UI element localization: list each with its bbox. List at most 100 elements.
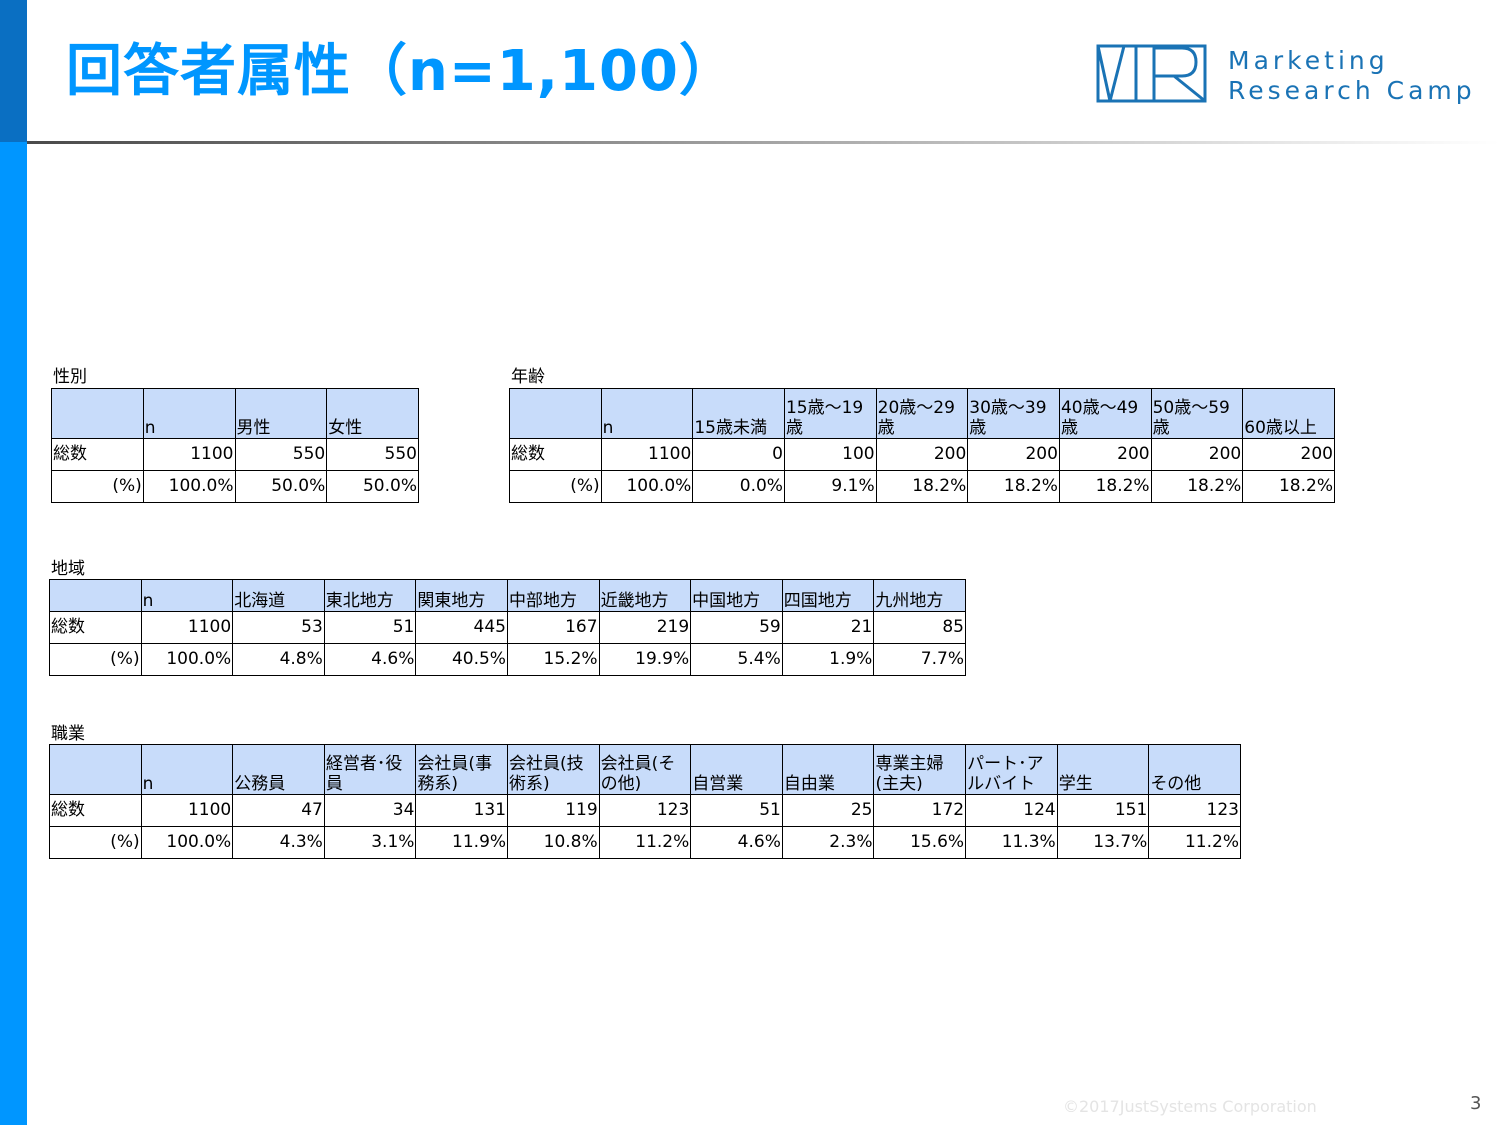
column-header: 経営者･役員: [323, 744, 417, 795]
table-cell: 124: [965, 794, 1058, 827]
column-header: 四国地方: [781, 579, 875, 612]
age-section-label: 年齢: [511, 367, 545, 387]
column-header: n: [140, 579, 234, 612]
column-header: 関東地方: [415, 579, 508, 612]
column-header: n: [140, 744, 234, 795]
column-header: 15歳未満: [692, 388, 785, 439]
table-cell: 151: [1056, 794, 1150, 827]
column-header: 近畿地方: [598, 579, 692, 612]
table-cell: 4.6%: [690, 826, 783, 859]
region-table: n 北海道 東北地方 関東地方 中部地方 近畿地方 中国地方 四国地方 九州地方 総数 1100 53…: [49, 579, 966, 676]
left-accent-bar-top: [0, 0, 27, 142]
column-header: 学生: [1056, 744, 1150, 795]
table-cell: 11.3%: [965, 826, 1058, 859]
table-cell: 0: [692, 438, 785, 471]
table-cell: 18.2%: [1150, 470, 1244, 503]
table-cell: 59: [690, 611, 783, 644]
column-header: n: [600, 388, 694, 439]
row-label: 総数: [49, 794, 142, 827]
table-cell: 21: [781, 611, 875, 644]
column-header: 東北地方: [323, 579, 417, 612]
column-header: 20歳～29歳: [875, 388, 969, 439]
gender-section-label: 性別: [53, 367, 87, 387]
table-cell: 131: [415, 794, 509, 827]
table-cell: 11.2%: [1148, 826, 1241, 859]
table-cell: 1.9%: [781, 643, 875, 676]
column-header: 60歳以上: [1242, 388, 1335, 439]
table-cell: 200: [1058, 438, 1152, 471]
table-cell: 219: [598, 611, 692, 644]
table-cell: 100.0%: [140, 826, 234, 859]
table-cell: 13.7%: [1056, 826, 1150, 859]
table-cell: 15.2%: [506, 643, 600, 676]
table-row: (%) 100.0% 50.0% 50.0%: [51, 470, 419, 503]
table-cell: 200: [875, 438, 969, 471]
column-header: 中部地方: [506, 579, 600, 612]
column-header: 30歳～39歳: [967, 388, 1060, 439]
table-cell: 4.6%: [323, 643, 417, 676]
table-cell: 167: [506, 611, 600, 644]
table-row: 総数 1100 0 100 200 200 200 200 200: [509, 438, 1335, 471]
table-cell: 200: [967, 438, 1060, 471]
table-cell: 10.8%: [507, 826, 600, 859]
table-row: 総数 1100 53 51 445 167 219 59 21 85: [49, 611, 966, 644]
table-cell: 85: [873, 611, 966, 644]
column-header: 50歳～59歳: [1150, 388, 1244, 439]
page-title: 回答者属性（n=1,100）: [66, 39, 736, 104]
column-header: 九州地方: [873, 579, 966, 612]
table-cell: 200: [1242, 438, 1335, 471]
table-cell: 445: [415, 611, 508, 644]
gender-table: n 男性 女性 総数 1100 550 550 (%) 100.0% 50.0% 50.0%: [51, 388, 419, 503]
table-cell: 100.0%: [140, 643, 234, 676]
table-header-row: n 男性 女性: [51, 388, 419, 439]
row-label: 総数: [49, 611, 142, 644]
table-cell: 18.2%: [1242, 470, 1335, 503]
table-cell: 11.2%: [598, 826, 692, 859]
logo-text: Marketing Research Camp: [1228, 46, 1476, 106]
table-cell: 11.9%: [415, 826, 509, 859]
table-cell: 3.1%: [323, 826, 417, 859]
row-label: 総数: [509, 438, 602, 471]
table-cell: 550: [326, 438, 419, 471]
logo-line-1: Marketing: [1228, 46, 1389, 75]
copyright: ©2017JustSystems Corporation: [1063, 1097, 1317, 1116]
table-cell: 18.2%: [1058, 470, 1152, 503]
table-cell: 0.0%: [692, 470, 785, 503]
row-label: (%): [509, 470, 602, 503]
table-cell: 34: [323, 794, 417, 827]
table-cell: 7.7%: [873, 643, 966, 676]
table-cell: 51: [323, 611, 417, 644]
column-header: [49, 579, 142, 612]
column-header: [49, 744, 142, 795]
table-cell: 1100: [142, 438, 236, 471]
column-header: 中国地方: [690, 579, 783, 612]
job-section-label: 職業: [51, 724, 85, 744]
table-cell: 100.0%: [142, 470, 236, 503]
table-cell: 100: [783, 438, 877, 471]
column-header: その他: [1148, 744, 1241, 795]
table-cell: 1100: [140, 794, 234, 827]
table-row: 総数 1100 47 34 131 119 123 51 25 172 124 151 123: [49, 794, 1241, 827]
row-label: (%): [51, 470, 144, 503]
row-label: (%): [49, 643, 142, 676]
table-cell: 51: [690, 794, 783, 827]
row-label: 総数: [51, 438, 144, 471]
table-row: 総数 1100 550 550: [51, 438, 419, 471]
table-cell: 550: [234, 438, 328, 471]
logo: Marketing Research Camp: [1096, 44, 1491, 106]
column-header: 専業主婦(主夫): [873, 744, 967, 795]
table-cell: 53: [232, 611, 325, 644]
table-header-row: n 公務員 経営者･役員 会社員(事務系) 会社員(技術系) 会社員(その他) 自営業 自由業…: [49, 744, 1241, 795]
table-cell: 25: [781, 794, 875, 827]
column-header: 自営業: [690, 744, 783, 795]
column-header: 40歳～49歳: [1058, 388, 1152, 439]
table-cell: 19.9%: [598, 643, 692, 676]
column-header: パート･アルバイト: [965, 744, 1058, 795]
column-header: n: [142, 388, 236, 439]
table-cell: 47: [232, 794, 325, 827]
page-number: 3: [1470, 1093, 1482, 1114]
table-cell: 15.6%: [873, 826, 967, 859]
column-header: 会社員(技術系): [507, 744, 600, 795]
left-accent-bar: [0, 142, 27, 1125]
table-row: (%) 100.0% 4.8% 4.6% 40.5% 15.2% 19.9% 5.4% 1.9%…: [49, 643, 966, 676]
